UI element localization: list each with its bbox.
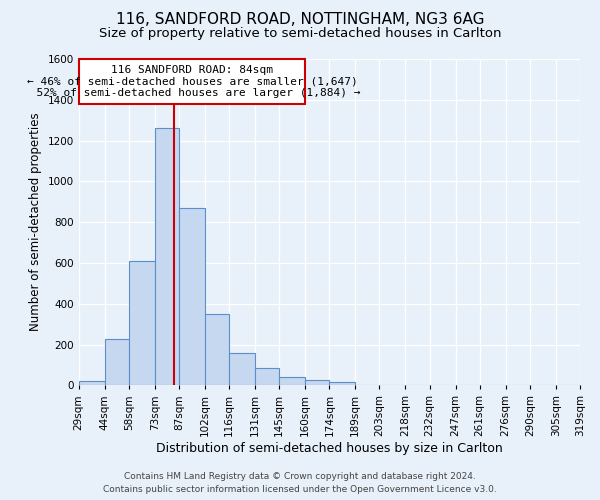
Text: Contains HM Land Registry data © Crown copyright and database right 2024.
Contai: Contains HM Land Registry data © Crown c… bbox=[103, 472, 497, 494]
Text: 116, SANDFORD ROAD, NOTTINGHAM, NG3 6AG: 116, SANDFORD ROAD, NOTTINGHAM, NG3 6AG bbox=[116, 12, 484, 28]
Bar bbox=[229, 352, 255, 386]
Bar bbox=[155, 128, 179, 386]
Bar bbox=[179, 208, 205, 386]
Bar bbox=[329, 382, 355, 386]
Bar bbox=[129, 261, 155, 386]
Text: 116 SANDFORD ROAD: 84sqm
← 46% of semi-detached houses are smaller (1,647)
  52%: 116 SANDFORD ROAD: 84sqm ← 46% of semi-d… bbox=[23, 65, 361, 98]
Y-axis label: Number of semi-detached properties: Number of semi-detached properties bbox=[29, 113, 42, 332]
X-axis label: Distribution of semi-detached houses by size in Carlton: Distribution of semi-detached houses by … bbox=[156, 442, 503, 455]
Bar bbox=[279, 377, 305, 386]
Bar bbox=[255, 368, 279, 386]
Bar bbox=[79, 381, 104, 386]
Bar bbox=[104, 340, 129, 386]
Text: Size of property relative to semi-detached houses in Carlton: Size of property relative to semi-detach… bbox=[99, 28, 501, 40]
Bar bbox=[305, 380, 329, 386]
FancyBboxPatch shape bbox=[79, 59, 305, 104]
Bar bbox=[205, 314, 229, 386]
